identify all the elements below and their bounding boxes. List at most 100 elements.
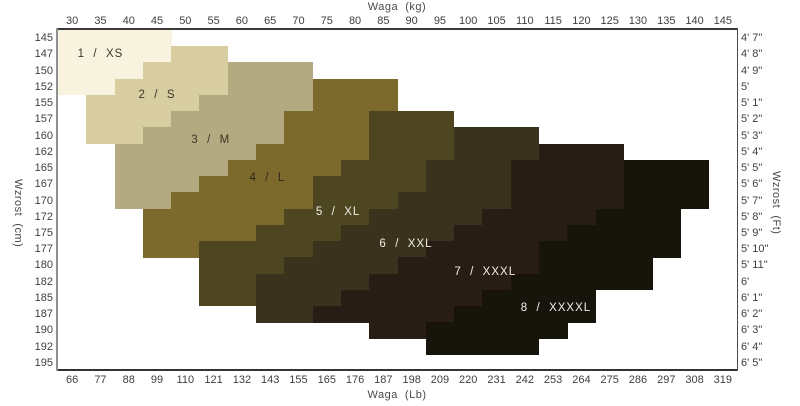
right-tick-label: 6' — [741, 275, 750, 288]
size-region-segment-6/XXL — [454, 127, 540, 145]
size-region-segment-5/XL — [312, 192, 398, 209]
top-tick-label: 90 — [405, 15, 418, 27]
left-axis-title: Wzrost (cm) — [12, 178, 24, 248]
region-label-6/XXL: 6 / XXL — [379, 238, 433, 251]
top-tick-label: 65 — [264, 15, 277, 27]
top-tick-label: 95 — [433, 15, 447, 27]
top-tick-label: 40 — [122, 15, 135, 27]
top-tick-label: 120 — [572, 15, 591, 27]
left-tick-label: 152 — [34, 80, 53, 93]
right-tick-label: 6' 4" — [741, 340, 763, 353]
size-region-segment-5/XL — [369, 127, 455, 145]
left-tick-label: 180 — [34, 259, 53, 272]
bottom-tick-label: 286 — [628, 374, 648, 386]
right-tick-label: 4' 7" — [741, 32, 763, 45]
size-region-segment-4/L — [199, 176, 314, 193]
size-region-segment-7/XXXL — [510, 159, 625, 177]
size-region-segment-4/L — [142, 224, 257, 242]
bottom-tick-label: 132 — [232, 374, 252, 386]
left-tick-label: 160 — [34, 129, 53, 142]
size-region-segment-8/XXXXL — [567, 224, 681, 242]
left-tick-label: 167 — [34, 178, 53, 191]
right-tick-label: 5' 4" — [741, 145, 763, 158]
size-region-segment-7/XXXL — [397, 257, 540, 274]
size-region-segment-4/L — [142, 241, 200, 258]
region-label-8/XXXXL: 8 / XXXXL — [520, 301, 592, 314]
bottom-tick-label: 275 — [600, 374, 619, 386]
bottom-tick-label: 176 — [345, 374, 365, 386]
bottom-axis-title: Waga (Lb) — [367, 389, 427, 401]
size-region-segment-8/XXXXL — [510, 273, 653, 291]
right-tick-label: 5' 5" — [741, 162, 763, 175]
bottom-tick-label: 155 — [289, 374, 308, 386]
bottom-tick-label: 143 — [261, 374, 280, 386]
right-tick-label: 4' 8" — [741, 48, 763, 61]
right-tick-label: 4' 9" — [741, 64, 763, 77]
bottom-tick-label: 99 — [150, 374, 164, 386]
size-region-segment-7/XXXL — [482, 208, 596, 226]
left-tick-label: 175 — [34, 226, 53, 239]
size-region-segment-7/XXXL — [425, 241, 540, 258]
bottom-tick-label: 253 — [543, 374, 563, 386]
top-tick-label: 30 — [66, 15, 79, 27]
size-region-segment-4/L — [227, 159, 342, 177]
right-tick-label: 5' 11" — [741, 259, 768, 272]
size-region-segment-4/L — [256, 143, 370, 161]
bottom-tick-label: 88 — [122, 374, 135, 386]
bottom-tick-label: 66 — [66, 374, 79, 386]
size-region-segment-5/XL — [256, 224, 342, 242]
left-tick-label: 185 — [34, 291, 53, 304]
left-tick-label: 150 — [34, 64, 53, 77]
bottom-tick-label: 297 — [657, 374, 676, 386]
size-region-segment-5/XL — [199, 241, 314, 258]
right-tick-label: 5' — [741, 80, 750, 93]
size-region-segment-5/XL — [369, 143, 455, 161]
size-region-segment-5/XL — [199, 289, 257, 307]
right-tick-label: 6' 1" — [741, 291, 763, 304]
size-region-segment-4/L — [284, 127, 370, 145]
left-tick-label: 147 — [34, 48, 53, 61]
bottom-tick-label: 209 — [430, 374, 450, 386]
size-region-segment-3/M — [114, 159, 229, 177]
top-tick-label: 125 — [600, 15, 619, 27]
top-tick-label: 140 — [685, 15, 704, 27]
left-tick-label: 177 — [34, 243, 53, 256]
left-tick-label: 157 — [34, 113, 53, 126]
left-tick-label: 190 — [34, 324, 53, 337]
size-region-segment-4/L — [142, 208, 285, 226]
size-region-segment-3/M — [227, 78, 314, 96]
left-tick-label: 172 — [34, 210, 53, 223]
bottom-tick-label: 165 — [317, 374, 336, 386]
size-region-segment-2/S — [86, 127, 144, 145]
right-tick-label: 5' 1" — [741, 97, 763, 110]
bottom-tick-label: 110 — [176, 374, 195, 386]
size-region-segment-3/M — [227, 62, 314, 80]
region-label-2/S: 2 / S — [138, 88, 176, 101]
region-label-1/XS: 1 / XS — [77, 48, 124, 61]
size-region-segment-2/S — [171, 46, 229, 63]
size-region-segment-3/M — [199, 94, 314, 112]
left-tick-label: 192 — [34, 340, 53, 353]
size-region-segment-7/XXXL — [312, 306, 455, 323]
size-region-segment-8/XXXXL — [425, 338, 540, 356]
size-region-segment-7/XXXL — [510, 192, 625, 209]
size-region-segment-8/XXXXL — [595, 208, 681, 226]
size-region-segment-4/L — [312, 94, 398, 112]
bottom-tick-label: 77 — [94, 374, 107, 386]
size-region-segment-7/XXXL — [538, 143, 625, 161]
top-axis-line — [57, 28, 738, 30]
left-tick-label: 170 — [34, 194, 53, 207]
top-tick-label: 45 — [150, 15, 164, 27]
top-tick-label: 70 — [292, 15, 305, 27]
size-region-segment-1/XS — [58, 78, 115, 96]
size-region-segment-2/S — [86, 111, 172, 128]
size-region-segment-6/XXL — [256, 273, 370, 291]
bottom-tick-label: 308 — [685, 374, 704, 386]
size-region-segment-5/XL — [284, 208, 370, 226]
size-region-segment-4/L — [284, 111, 370, 128]
left-tick-label: 155 — [34, 97, 53, 110]
size-region-segment-4/L — [312, 78, 398, 96]
right-tick-label: 6' 3" — [741, 324, 763, 337]
left-tick-label: 162 — [34, 145, 53, 158]
